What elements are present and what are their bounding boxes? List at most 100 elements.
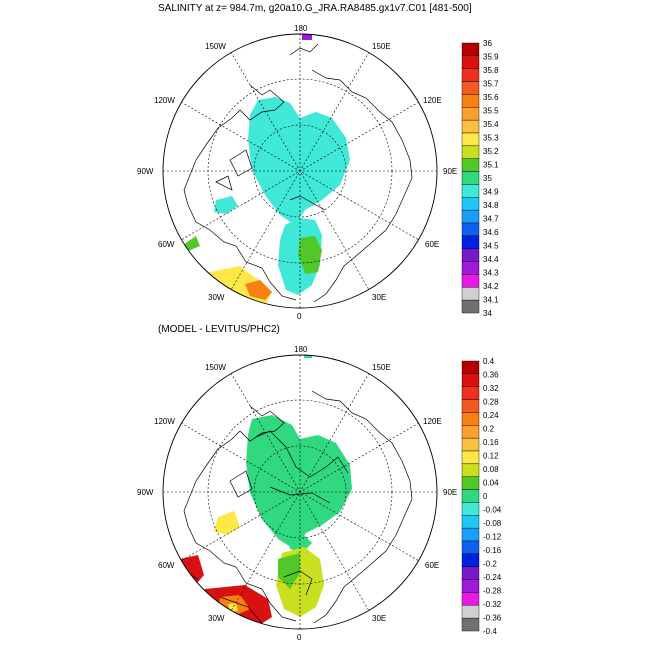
colorbar-swatch xyxy=(461,55,480,69)
colorbar-label: 0.36 xyxy=(483,371,499,380)
colorbar-swatch xyxy=(461,579,480,593)
top-lon-label: 150W xyxy=(205,42,226,51)
colorbar-label: 35 xyxy=(483,174,492,183)
colorbar-label: 34.7 xyxy=(483,215,499,224)
colorbar-label: 34.8 xyxy=(483,201,499,210)
bottom-lon-label: 180 xyxy=(294,345,308,354)
labrador-yellow-fill xyxy=(175,250,200,284)
colorbar-swatch xyxy=(461,132,480,147)
colorbar-label: 0.2 xyxy=(483,425,495,434)
colorbar-swatch xyxy=(461,566,480,580)
colorbar-swatch xyxy=(461,489,480,503)
colorbar-swatch xyxy=(461,274,480,288)
colorbar-swatch xyxy=(461,197,480,211)
arctic-difference-fill xyxy=(246,415,352,549)
top-lon-label: 30W xyxy=(208,293,225,302)
colorbar-label: -0.32 xyxy=(483,600,502,609)
colorbar-swatch xyxy=(461,463,480,477)
colorbar-label: 34.1 xyxy=(483,296,499,305)
colorbar-swatch xyxy=(461,425,480,439)
colorbar-label: 0 xyxy=(483,492,488,501)
top-map-title: SALINITY at z= 984.7m, g20a10.G_JRA.RA84… xyxy=(158,3,472,14)
colorbar-label: -0.36 xyxy=(483,614,502,623)
labrador-green-fill xyxy=(183,236,200,252)
top-lon-label: 150E xyxy=(372,42,391,51)
colorbar-label: 0.04 xyxy=(483,479,499,488)
colorbar-swatch xyxy=(461,158,480,172)
bottom-lon-label: 30E xyxy=(372,614,386,623)
bottom-lon-label: 120E xyxy=(423,417,442,426)
top-lon-label: 60W xyxy=(158,240,175,249)
colorbar-label: -0.16 xyxy=(483,546,502,555)
colorbar-label: -0.08 xyxy=(483,519,502,528)
colorbar-swatch xyxy=(461,617,480,632)
colorbar-swatch xyxy=(461,222,480,237)
bottom-lon-label: 150E xyxy=(372,363,391,372)
bottom-lon-label: 120W xyxy=(154,417,175,426)
top-map-boundary xyxy=(162,33,438,309)
colorbar-label: 35.2 xyxy=(483,147,499,156)
top-polar-map: 180 150W 150E 120W 120E 90W 90E 60W 60E … xyxy=(137,24,499,321)
colorbar-swatch xyxy=(461,42,480,57)
colorbar-label: 0.32 xyxy=(483,384,499,393)
colorbar-swatch xyxy=(461,399,480,413)
colorbar-swatch xyxy=(461,386,480,400)
colorbar-swatch xyxy=(461,540,480,555)
top-lon-label: 60E xyxy=(425,240,439,249)
labrador-red-fill xyxy=(180,555,204,589)
bottom-lon-label: 150W xyxy=(205,363,226,372)
colorbar-label: 34.5 xyxy=(483,242,499,251)
colorbar-swatch xyxy=(461,592,480,606)
colorbar-label: 34.4 xyxy=(483,255,499,264)
atlantic-orange-fill xyxy=(245,280,272,300)
colorbar-swatch xyxy=(461,248,480,262)
bottom-colorbar: 0.4 0.36 0.32 0.28 0.24 0.2 0.16 0.12 0.08 0.04 0 -… xyxy=(461,357,502,636)
top-lon-label: 0 xyxy=(297,312,302,321)
colorbar-swatch xyxy=(461,515,480,529)
bottom-lon-label: 90E xyxy=(443,488,457,497)
bottom-map-title: (MODEL - LEVITUS/PHC2) xyxy=(158,324,280,335)
bottom-polar-map: 180 150W 150E 120W 120E 90W 90E 60W 60E … xyxy=(137,345,502,642)
colorbar-label: 0.16 xyxy=(483,438,499,447)
colorbar-label: 0.4 xyxy=(483,357,495,366)
colorbar-label: 35.6 xyxy=(483,93,499,102)
top-colorbar: 36 35.9 35.8 35.7 35.6 35.5 35.4 35.3 35.2 35.1 35… xyxy=(461,39,499,318)
bottom-lon-label: 60E xyxy=(425,561,439,570)
labrador-yellow-fill xyxy=(214,511,240,535)
colorbar-label: -0.12 xyxy=(483,533,502,542)
colorbar-label: 35.9 xyxy=(483,53,499,62)
colorbar-swatch xyxy=(461,94,480,108)
colorbar-swatch xyxy=(461,476,480,490)
top-lon-label: 180 xyxy=(294,24,308,33)
colorbar-swatch xyxy=(461,171,480,185)
colorbar-swatch xyxy=(461,502,480,516)
colorbar-swatch xyxy=(461,360,480,375)
colorbar-label: 0.08 xyxy=(483,465,499,474)
bering-fill xyxy=(304,355,312,358)
nordic-green-fill xyxy=(298,236,322,274)
colorbar-label: -0.2 xyxy=(483,560,497,569)
colorbar-swatch xyxy=(461,437,480,452)
colorbar-label: -0.24 xyxy=(483,573,502,582)
colorbar-swatch xyxy=(461,261,480,275)
colorbar-label: -0.28 xyxy=(483,587,502,596)
top-lon-label: 90W xyxy=(137,167,154,176)
bering-purple-fill xyxy=(302,34,312,40)
colorbar-swatch xyxy=(461,68,480,82)
bottom-lon-label: 90W xyxy=(137,488,154,497)
colorbar-swatch xyxy=(461,235,480,249)
colorbar-label: -0.4 xyxy=(483,627,497,636)
colorbar-label: 35.7 xyxy=(483,80,499,89)
colorbar-label: 34.3 xyxy=(483,269,499,278)
colorbar-swatch xyxy=(461,373,480,387)
colorbar-swatch xyxy=(461,553,480,567)
top-lon-label: 120W xyxy=(154,96,175,105)
colorbar-label: 34 xyxy=(483,309,492,318)
colorbar-label: 34.9 xyxy=(483,188,499,197)
bottom-map-boundary xyxy=(162,354,438,630)
baffin-fill xyxy=(214,196,238,214)
colorbar-swatch xyxy=(461,145,480,159)
colorbar-swatch xyxy=(461,209,480,224)
bottom-lon-label: 60W xyxy=(158,561,175,570)
bottom-lon-label: 30W xyxy=(208,614,225,623)
